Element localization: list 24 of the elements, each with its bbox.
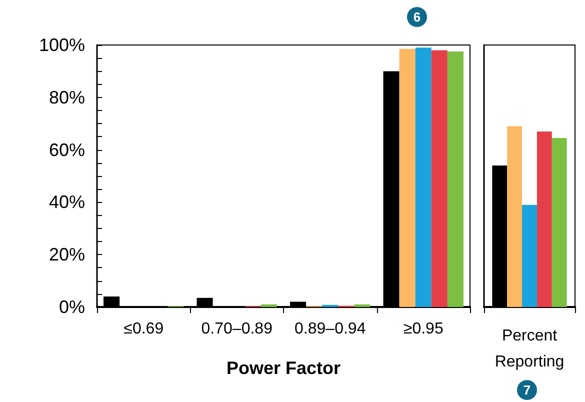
bar bbox=[552, 138, 567, 307]
bar bbox=[354, 304, 370, 307]
y-tick-label: 80% bbox=[48, 87, 85, 108]
text: 7 bbox=[523, 382, 531, 398]
bar bbox=[431, 50, 448, 307]
bar bbox=[260, 304, 277, 307]
bar bbox=[507, 126, 522, 307]
y-tick-label: 20% bbox=[48, 244, 85, 265]
x-tick-label: ≤0.69 bbox=[124, 320, 164, 338]
x-axis-title: Percent Reporting bbox=[494, 328, 564, 370]
bar bbox=[522, 204, 537, 307]
bar bbox=[536, 131, 552, 307]
x-tick-label: 0.70–0.89 bbox=[201, 320, 273, 338]
y-tick-label: 40% bbox=[48, 192, 85, 212]
x-tick-label: 0.89–0.94 bbox=[294, 320, 366, 338]
y-tick-label: 0% bbox=[58, 297, 85, 317]
x-axis-title: Power Factor bbox=[226, 358, 341, 378]
bar bbox=[399, 48, 416, 307]
x-tick-label: ≥0.95 bbox=[403, 320, 444, 338]
text: 6 bbox=[413, 10, 421, 24]
bar bbox=[415, 48, 432, 307]
y-tick-label: 100% bbox=[38, 35, 85, 55]
y-tick-label: 60% bbox=[48, 140, 85, 160]
bar bbox=[447, 52, 464, 307]
